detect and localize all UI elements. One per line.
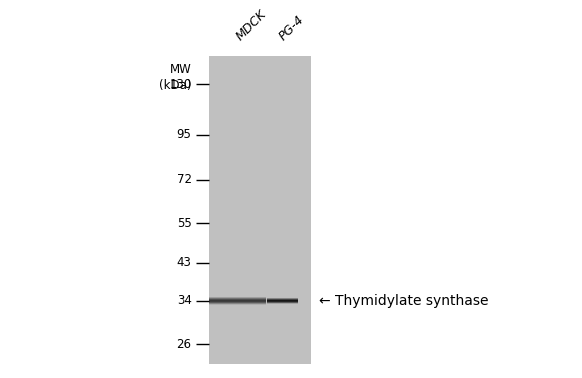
Text: ← Thymidylate synthase: ← Thymidylate synthase: [320, 294, 489, 308]
Text: MDCK: MDCK: [233, 8, 269, 43]
Text: MW
(kDa): MW (kDa): [159, 64, 191, 92]
Text: 26: 26: [176, 338, 191, 350]
Text: 72: 72: [176, 173, 191, 186]
Text: 130: 130: [169, 78, 191, 91]
Text: 34: 34: [177, 294, 191, 307]
Text: 95: 95: [177, 129, 191, 141]
Text: 43: 43: [177, 256, 191, 270]
Text: PG-4: PG-4: [276, 13, 306, 43]
Text: 55: 55: [177, 217, 191, 230]
Bar: [208, 56, 311, 364]
